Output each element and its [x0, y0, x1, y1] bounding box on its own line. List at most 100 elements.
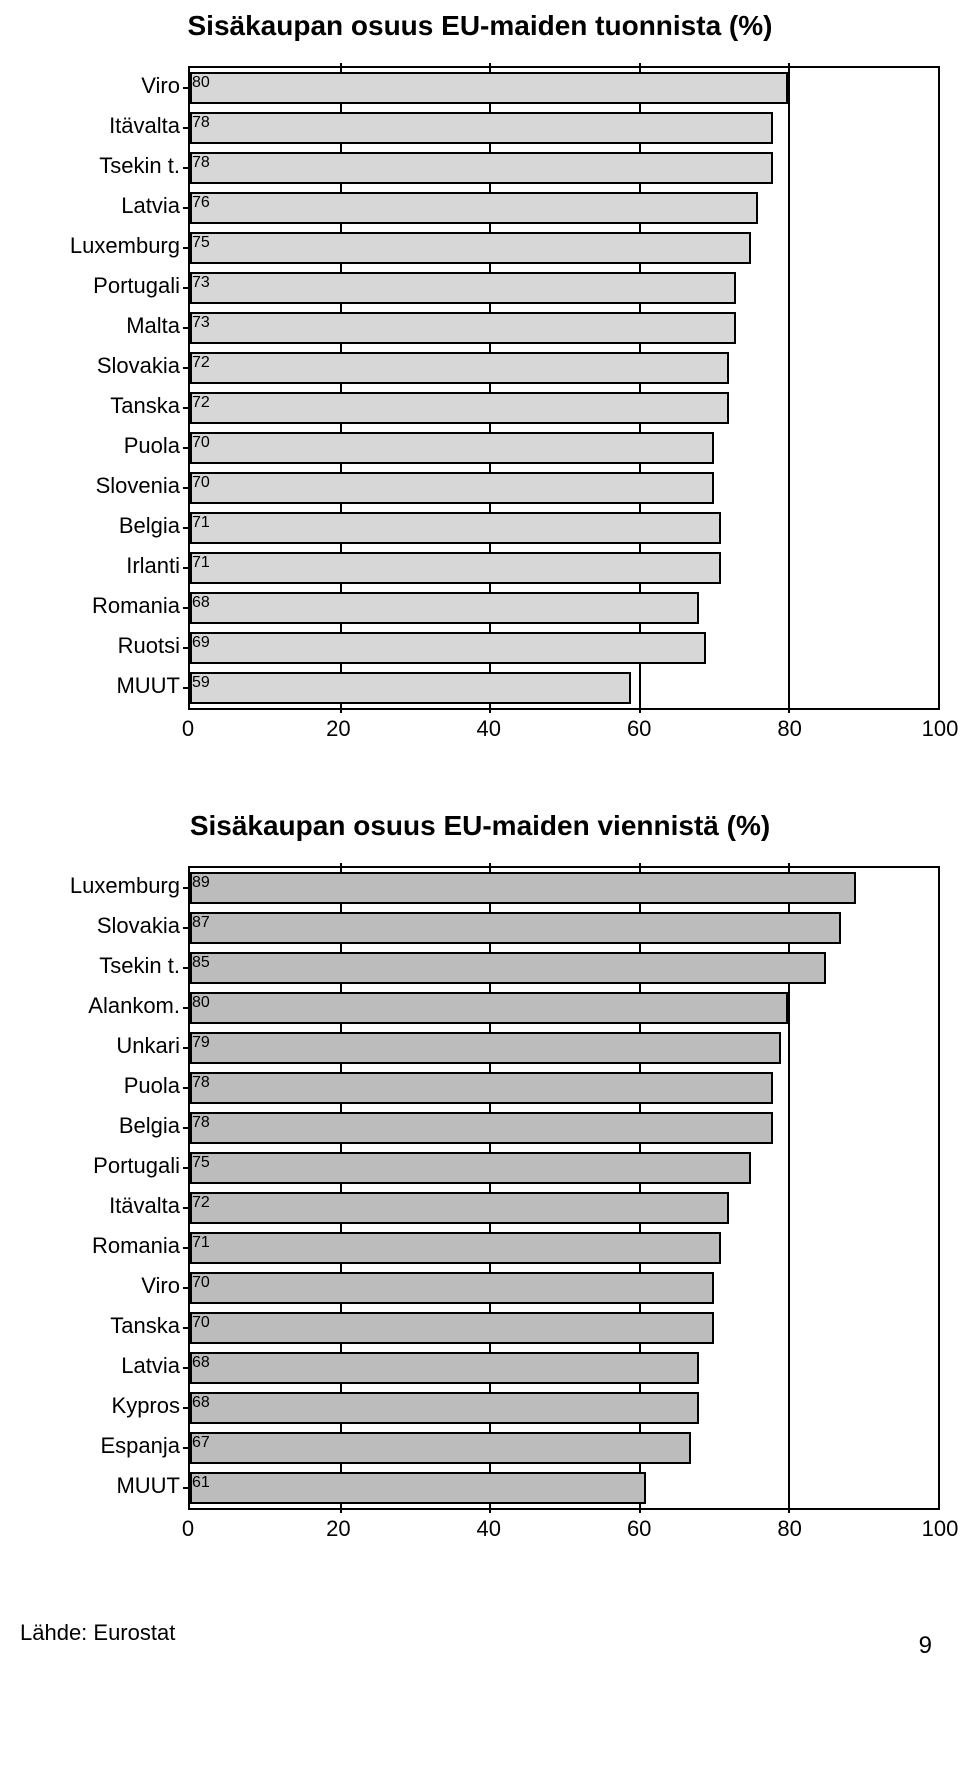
y-tick [183, 447, 190, 449]
bar: 71 [190, 1232, 721, 1265]
y-tick [183, 1407, 190, 1409]
x-axis: 020406080100 [188, 716, 940, 750]
chart-body: ViroItävaltaTsekin t.LatviaLuxemburgPort… [20, 66, 940, 750]
y-label: Viro [20, 66, 180, 106]
y-label: Ruotsi [20, 626, 180, 666]
y-label: Portugali [20, 266, 180, 306]
bar-row: 71 [190, 508, 938, 548]
y-tick [183, 247, 190, 249]
bar-row: 70 [190, 1268, 938, 1308]
bar: 67 [190, 1432, 691, 1465]
plot-wrap: 8078787675737372727070717168695902040608… [188, 66, 940, 750]
bar-row: 76 [190, 188, 938, 228]
bar: 78 [190, 1112, 773, 1145]
y-tick [183, 1207, 190, 1209]
y-label: Belgia [20, 1106, 180, 1146]
bar: 69 [190, 632, 706, 665]
chart-body: LuxemburgSlovakiaTsekin t.Alankom.Unkari… [20, 866, 940, 1550]
y-label: Puola [20, 426, 180, 466]
chart-title: Sisäkaupan osuus EU-maiden tuonnista (%) [20, 10, 940, 42]
y-label: MUUT [20, 1466, 180, 1506]
y-label: Latvia [20, 186, 180, 226]
y-tick [183, 367, 190, 369]
y-tick [183, 1167, 190, 1169]
y-label: Kypros [20, 1386, 180, 1426]
y-label: Puola [20, 1066, 180, 1106]
bar-row: 68 [190, 1348, 938, 1388]
x-label: 0 [182, 716, 194, 742]
bar-row: 71 [190, 1228, 938, 1268]
bar: 78 [190, 152, 773, 185]
source-footer: Lähde: Eurostat [20, 1610, 940, 1646]
y-axis-labels: ViroItävaltaTsekin t.LatviaLuxemburgPort… [20, 66, 188, 750]
y-label: Tanska [20, 1306, 180, 1346]
y-label: Portugali [20, 1146, 180, 1186]
y-tick [183, 207, 190, 209]
y-tick [183, 527, 190, 529]
y-label: Itävalta [20, 1186, 180, 1226]
bar: 72 [190, 1192, 729, 1225]
y-tick [183, 567, 190, 569]
x-label: 60 [627, 716, 651, 742]
y-tick [183, 167, 190, 169]
y-label: Alankom. [20, 986, 180, 1026]
plot-area: 89878580797878757271707068686761 [188, 866, 940, 1510]
bar: 79 [190, 1032, 781, 1065]
y-tick [183, 1247, 190, 1249]
plot-area: 80787876757373727270707171686959 [188, 66, 940, 710]
bar: 68 [190, 1352, 699, 1385]
bar: 70 [190, 1312, 714, 1345]
bar: 87 [190, 912, 841, 945]
x-label: 80 [777, 716, 801, 742]
bar-row: 71 [190, 548, 938, 588]
y-tick [183, 1327, 190, 1329]
bar: 78 [190, 1072, 773, 1105]
x-label: 20 [326, 1516, 350, 1542]
bar: 89 [190, 872, 856, 905]
bar-row: 78 [190, 1068, 938, 1108]
bar: 70 [190, 432, 714, 465]
y-label: Malta [20, 306, 180, 346]
bar: 80 [190, 72, 788, 105]
bar-row: 68 [190, 1388, 938, 1428]
x-label: 60 [627, 1516, 651, 1542]
bar-row: 59 [190, 668, 938, 708]
bar: 71 [190, 512, 721, 545]
bar-row: 78 [190, 148, 938, 188]
bar: 75 [190, 232, 751, 265]
bar-row: 70 [190, 468, 938, 508]
bar-row: 67 [190, 1428, 938, 1468]
y-label: Latvia [20, 1346, 180, 1386]
bar-row: 80 [190, 988, 938, 1028]
y-tick [183, 327, 190, 329]
y-label: Luxemburg [20, 226, 180, 266]
bar: 72 [190, 392, 729, 425]
y-tick [183, 1127, 190, 1129]
bar-row: 73 [190, 268, 938, 308]
bar: 68 [190, 1392, 699, 1425]
y-tick [183, 1287, 190, 1289]
bar-row: 72 [190, 348, 938, 388]
x-label: 0 [182, 1516, 194, 1542]
plot-wrap: 8987858079787875727170706868676102040608… [188, 866, 940, 1550]
y-tick [183, 1047, 190, 1049]
y-label: Irlanti [20, 546, 180, 586]
y-tick [183, 927, 190, 929]
y-tick [183, 487, 190, 489]
y-tick [183, 687, 190, 689]
x-label: 100 [922, 716, 959, 742]
bar-row: 70 [190, 428, 938, 468]
y-label: Tanska [20, 386, 180, 426]
chart-block-1: Sisäkaupan osuus EU-maiden viennistä (%)… [20, 810, 940, 1550]
y-tick [183, 1087, 190, 1089]
bar-row: 70 [190, 1308, 938, 1348]
bar-row: 78 [190, 108, 938, 148]
bar-row: 72 [190, 388, 938, 428]
x-label: 80 [777, 1516, 801, 1542]
y-label: Belgia [20, 506, 180, 546]
y-tick [183, 127, 190, 129]
bar-row: 87 [190, 908, 938, 948]
y-label: Slovakia [20, 346, 180, 386]
bar: 70 [190, 472, 714, 505]
bar: 70 [190, 1272, 714, 1305]
